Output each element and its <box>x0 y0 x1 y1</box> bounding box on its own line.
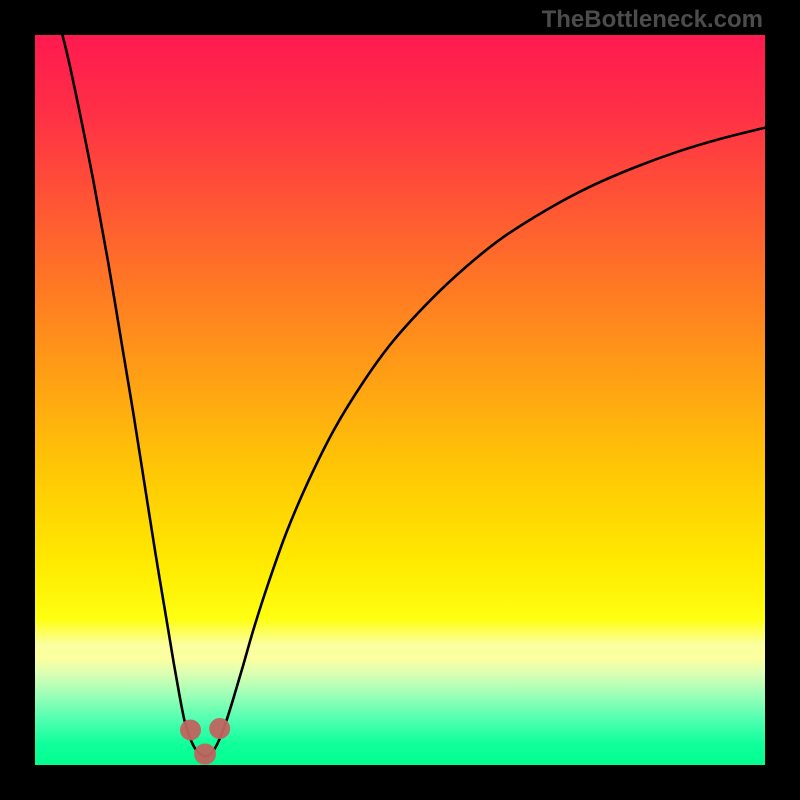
curve-bottom-dot-right <box>209 718 230 739</box>
chart-gradient-background <box>35 35 765 765</box>
watermark-text: TheBottleneck.com <box>542 6 763 34</box>
curve-bottom-pill <box>194 744 216 765</box>
chart-plot-area <box>35 35 765 765</box>
curve-bottom-dot-left <box>180 719 201 740</box>
chart-svg <box>35 35 765 765</box>
